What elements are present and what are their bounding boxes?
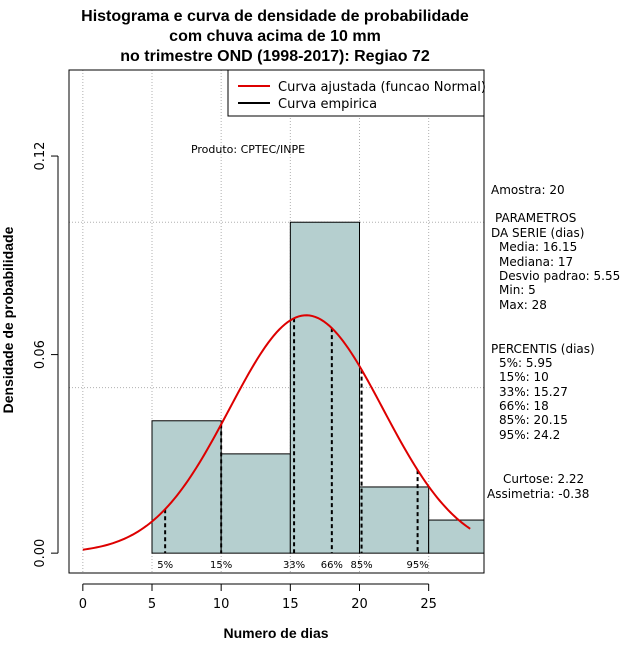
kurtosis: Curtose: 2.22 xyxy=(503,472,584,486)
legend: Curva ajustada (funcao Normal) Curva emp… xyxy=(227,69,486,117)
curve-layer xyxy=(82,314,471,551)
product-annotation: Produto: CPTEC/INPE xyxy=(191,143,305,156)
histogram-bar-3 xyxy=(289,221,361,554)
percentil-5: 5%: 5.95 xyxy=(499,356,553,370)
x-tick-label-15: 15 xyxy=(282,597,299,612)
param-max: Max: 28 xyxy=(499,298,547,312)
x-tick-label-0: 0 xyxy=(79,597,87,612)
percentile-label-85: 85% xyxy=(350,560,372,571)
percentil-85: 85%: 20.15 xyxy=(499,413,568,427)
y-axis-title: Densidade de probabilidade xyxy=(0,226,16,413)
percentile-label-95: 95% xyxy=(406,560,428,571)
histogram-bar-2 xyxy=(220,453,291,554)
percentil-33: 33%: 15.27 xyxy=(499,385,568,399)
chart-title-line-1: Histograma e curva de densidade de proba… xyxy=(81,8,469,25)
percentile-label-33: 33% xyxy=(283,560,305,571)
percentile-label-15: 15% xyxy=(210,560,232,571)
chart-title-line-2: com chuva acima de 10 mm xyxy=(169,28,381,45)
params-header-2: DA SERIE (dias) xyxy=(491,226,584,240)
x-tick-label-5: 5 xyxy=(148,597,156,612)
params-header-1: PARAMETROS xyxy=(495,211,576,225)
y-tick-label-2: 0.12 xyxy=(33,142,48,171)
y-axis: 0.00 0.06 0.12 xyxy=(33,142,59,568)
percentile-layer: 5% 15% 33% 66% 85% 95% xyxy=(157,318,429,571)
legend-label-empirical: Curva empirica xyxy=(278,97,377,112)
x-tick-label-20: 20 xyxy=(351,597,368,612)
param-mean: Media: 16.15 xyxy=(499,240,577,254)
stats-panel: Amostra: 20 PARAMETROS DA SERIE (dias) M… xyxy=(487,183,620,501)
legend-box xyxy=(227,69,485,117)
chart-title-line-3: no trimestre OND (1998-2017): Regiao 72 xyxy=(120,48,430,65)
sample-size: Amostra: 20 xyxy=(491,183,565,197)
legend-label-normal: Curva ajustada (funcao Normal) xyxy=(278,80,486,95)
skewness: Assimetria: -0.38 xyxy=(487,487,589,501)
param-median: Mediana: 17 xyxy=(499,255,573,269)
percentil-66: 66%: 18 xyxy=(499,399,549,413)
y-tick-label-1: 0.06 xyxy=(33,340,48,369)
param-min: Min: 5 xyxy=(499,283,536,297)
y-tick-label-0: 0.00 xyxy=(33,539,48,568)
percentil-15: 15%: 10 xyxy=(499,370,549,384)
normal-fit-curve xyxy=(82,314,471,551)
percentis-header: PERCENTIS (dias) xyxy=(491,342,595,356)
x-tick-label-25: 25 xyxy=(420,597,437,612)
histogram-bar-1 xyxy=(151,420,222,554)
x-axis-title: Numero de dias xyxy=(223,625,328,641)
percentile-label-66: 66% xyxy=(321,560,343,571)
grid-layer xyxy=(69,70,484,573)
percentile-label-5: 5% xyxy=(157,560,173,571)
x-tick-label-10: 10 xyxy=(213,597,230,612)
x-axis: 0 5 10 15 20 25 xyxy=(79,583,437,612)
percentil-95: 95%: 24.2 xyxy=(499,428,560,442)
histogram-bar-5 xyxy=(428,519,485,554)
param-sd: Desvio padrao: 5.55 xyxy=(499,269,620,283)
